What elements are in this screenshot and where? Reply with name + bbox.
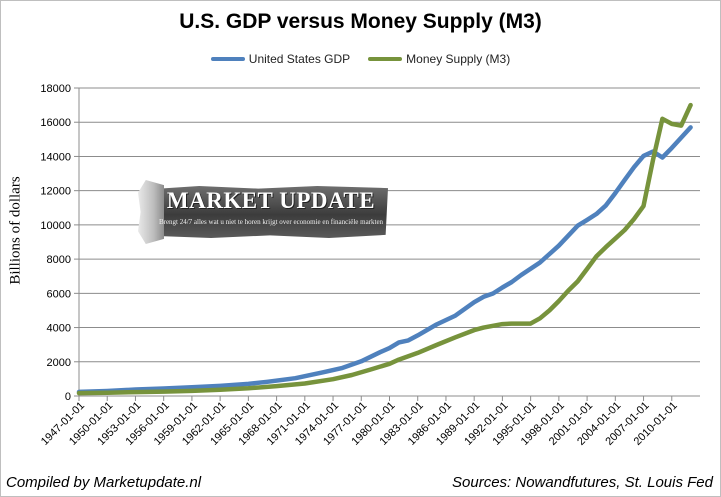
chart-title: U.S. GDP versus Money Supply (M3) — [179, 10, 542, 33]
y-tick-label: 2000 — [47, 357, 71, 369]
y-tick-label: 18000 — [40, 83, 71, 95]
footer-sources: Sources: Nowandfutures, St. Louis Fed — [452, 474, 713, 491]
y-tick-label: 10000 — [40, 220, 71, 232]
legend-swatch-m3 — [368, 57, 403, 61]
series-line-gdp — [76, 125, 693, 395]
market-update-logo: MARKET UPDATE Brengt 24/7 alles wat u ni… — [138, 180, 390, 244]
y-tick-label: 8000 — [47, 254, 71, 266]
x-tick-labels: 1947-01-011950-01-011953-01-011956-01-01… — [39, 400, 680, 448]
series-line-m3 — [76, 102, 693, 396]
y-tick-label: 0 — [65, 391, 71, 403]
y-tick-label: 16000 — [40, 117, 71, 129]
logo-page-curl — [138, 180, 164, 244]
y-tick-label: 14000 — [40, 151, 71, 163]
legend-entry-m3: Money Supply (M3) — [368, 52, 510, 66]
y-tick-labels: 0 2000 4000 6000 8000 10000 12000 14000 16000 180… — [40, 83, 71, 403]
legend-swatch-gdp — [210, 57, 245, 61]
legend-label-m3: Money Supply (M3) — [406, 52, 511, 66]
y-tick-label: 4000 — [47, 323, 71, 335]
logo-banner — [152, 186, 388, 238]
series-lines — [76, 102, 693, 396]
legend: United States GDP Money Supply (M3) — [0, 52, 721, 66]
logo-subtitle: Brengt 24/7 alles wat u niet te horen kr… — [158, 218, 384, 226]
footer-credit: Compiled by Marketupdate.nl — [6, 474, 202, 491]
logo-title: MARKET UPDATE — [166, 188, 376, 213]
legend-entry-gdp: United States GDP — [210, 52, 351, 66]
y-tick-label: 12000 — [40, 186, 71, 198]
axes — [74, 87, 700, 401]
y-tick-label: 6000 — [47, 288, 71, 300]
legend-label-gdp: United States GDP — [248, 52, 351, 66]
